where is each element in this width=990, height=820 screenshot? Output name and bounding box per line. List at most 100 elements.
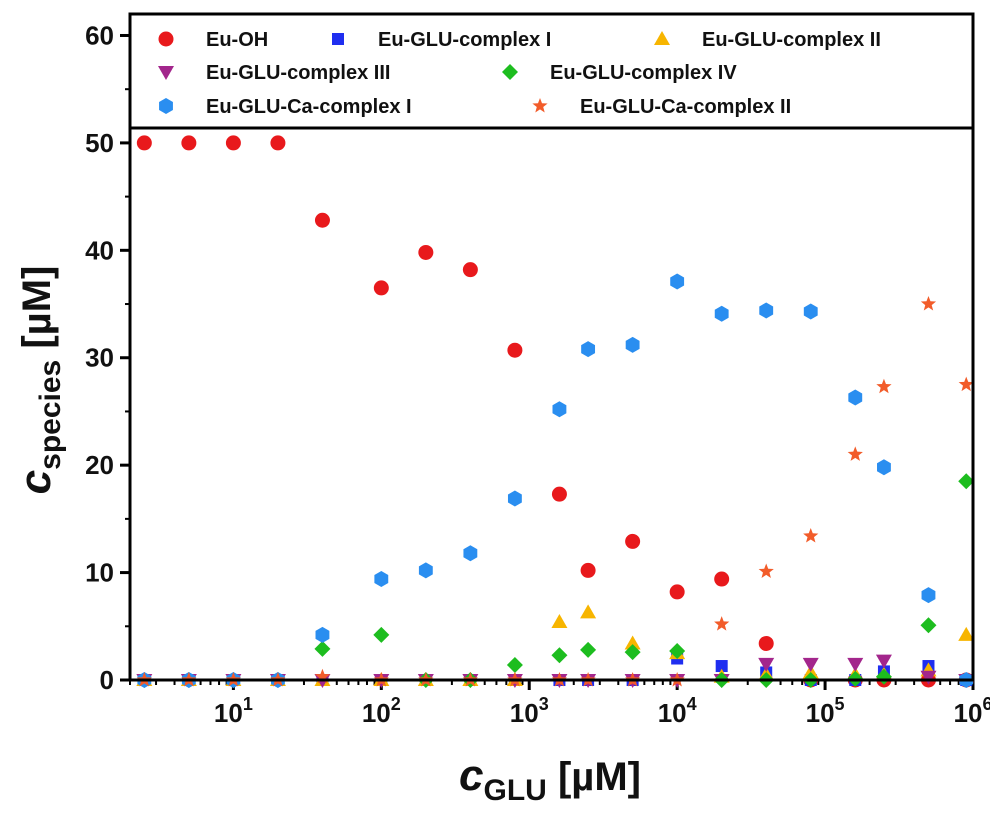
legend: Eu-OH Eu-GLU-complex I Eu-GLU-complex II Eu… (158, 29, 881, 118)
data-point (803, 528, 819, 543)
data-point (507, 490, 522, 507)
data-point (847, 446, 863, 461)
data-point (624, 644, 641, 661)
legend-item: Eu-GLU-complex IV (502, 62, 737, 84)
legend-marker (654, 31, 670, 45)
data-point (624, 635, 641, 650)
data-point (802, 657, 819, 672)
legend-item: Eu-GLU-complex II (654, 29, 881, 51)
y-axis-title-sub: species (34, 360, 67, 470)
data-point (625, 533, 641, 549)
legend-label: Eu-GLU-Ca-complex II (580, 96, 791, 118)
legend-label: Eu-OH (206, 29, 268, 51)
data-point (314, 640, 331, 657)
x-axis-title-main: c (459, 751, 483, 800)
data-point (847, 657, 864, 672)
data-point (581, 341, 596, 358)
x-tick-label: 104 (658, 694, 697, 728)
x-axis-title-unit: [µM] (547, 755, 641, 799)
y-axis-title: cspecies [µM] (11, 266, 67, 495)
data-point (921, 587, 936, 604)
legend-item: Eu-GLU-Ca-complex II (532, 96, 791, 118)
y-tick-label: 30 (85, 343, 114, 373)
data-point (958, 376, 974, 392)
data-point (803, 303, 818, 320)
data-point (848, 389, 863, 406)
y-axis-title-unit: [µM] (15, 266, 59, 360)
y-tick-label: 50 (85, 128, 114, 158)
plot-frame (128, 12, 975, 682)
data-point (551, 486, 567, 502)
data-point (669, 642, 686, 659)
data-point (758, 563, 774, 578)
legend-label: Eu-GLU-complex I (378, 29, 551, 51)
data-point (958, 626, 975, 641)
data-point (314, 668, 331, 684)
y-tick-label: 0 (100, 665, 114, 695)
x-axis-title-sub: GLU (484, 774, 547, 807)
legend-item: Eu-OH (158, 29, 268, 51)
data-point (714, 616, 730, 631)
data-point (758, 657, 775, 672)
legend-label: Eu-GLU-complex II (702, 29, 881, 51)
x-axis-title: cGLU [µM] (459, 751, 641, 807)
data-points (136, 135, 975, 688)
data-point (462, 262, 478, 278)
data-point (759, 302, 774, 319)
x-tick-label: 105 (806, 694, 845, 728)
data-point (669, 584, 685, 600)
data-point (670, 273, 685, 290)
x-tick-label: 101 (214, 694, 253, 728)
data-point (920, 296, 937, 311)
data-point (270, 135, 286, 151)
legend-label: Eu-GLU-Ca-complex I (206, 96, 412, 118)
y-tick-label: 40 (85, 235, 114, 265)
legend-item: Eu-GLU-complex I (332, 29, 551, 51)
x-tick-label: 102 (362, 694, 401, 728)
legend-item: Eu-GLU-complex III (158, 62, 390, 84)
y-tick-label: 20 (85, 450, 114, 480)
data-point (876, 378, 892, 394)
series-eu-glu-complex-iv (136, 473, 975, 688)
data-point (373, 280, 389, 296)
legend-marker (532, 98, 548, 113)
legend-marker (158, 31, 174, 47)
legend-marker (332, 33, 344, 45)
data-point (507, 342, 523, 358)
y-axis-title-main: c (11, 470, 60, 494)
data-point (958, 473, 975, 490)
axes: 0 10 20 30 40 50 60 101 102 103 104 105 106 (85, 20, 990, 728)
data-point (714, 571, 730, 587)
data-point (374, 571, 389, 588)
data-point (758, 635, 774, 651)
data-point (463, 545, 478, 562)
legend-marker (158, 66, 174, 80)
y-tick-label: 60 (85, 20, 114, 50)
y-tick-label: 10 (85, 558, 114, 588)
data-point (580, 641, 597, 658)
data-point (714, 305, 729, 322)
data-point (625, 336, 640, 353)
series-eu-glu-complex-ii (136, 604, 975, 686)
data-point (373, 626, 390, 643)
legend-marker (502, 64, 518, 80)
data-point (877, 459, 891, 476)
data-point (551, 647, 568, 664)
data-point (551, 613, 568, 628)
data-point (580, 604, 597, 619)
data-point (314, 212, 330, 228)
data-point (920, 670, 937, 685)
data-point (315, 626, 330, 643)
x-tick-label: 106 (954, 694, 990, 728)
legend-marker (159, 98, 173, 114)
series-eu-glu-ca-complex-i (137, 273, 974, 688)
data-point (580, 562, 596, 578)
legend-label: Eu-GLU-complex III (206, 62, 390, 84)
legend-label: Eu-GLU-complex IV (550, 62, 737, 84)
data-point (418, 244, 434, 260)
data-point (506, 656, 523, 673)
legend-item: Eu-GLU-Ca-complex I (159, 96, 412, 118)
data-point (875, 654, 892, 669)
data-point (181, 135, 197, 151)
